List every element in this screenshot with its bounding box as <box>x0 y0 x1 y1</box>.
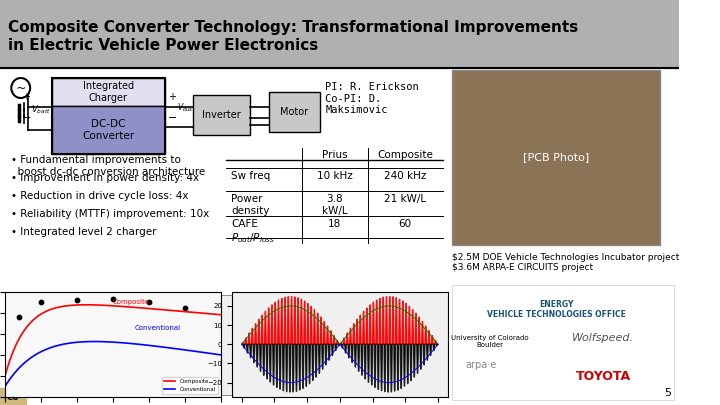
Conventional <box>42 347 51 352</box>
Composite <box>217 312 225 317</box>
Text: 3.8
kW/L: 3.8 kW/L <box>322 194 348 215</box>
Line: Conventional: Conventional <box>5 341 221 386</box>
Point <box>179 305 191 312</box>
Bar <box>0 388 27 405</box>
FancyBboxPatch shape <box>452 70 660 245</box>
Text: Wolfspeed.: Wolfspeed. <box>572 333 634 343</box>
Composite <box>81 303 90 307</box>
Conventional <box>208 351 217 356</box>
Composite <box>42 309 51 313</box>
FancyBboxPatch shape <box>52 106 165 154</box>
Composite <box>51 306 60 311</box>
Conventional <box>202 350 210 355</box>
FancyBboxPatch shape <box>217 295 420 395</box>
FancyBboxPatch shape <box>452 285 674 400</box>
Line: Composite: Composite <box>5 305 221 376</box>
Point <box>35 299 47 305</box>
Text: Composite: Composite <box>113 299 150 305</box>
Text: • Fundamental improvements to
  boost dc-dc conversion architecture: • Fundamental improvements to boost dc-d… <box>12 155 206 177</box>
Conventional <box>217 352 225 357</box>
Text: Sw freq: Sw freq <box>231 171 270 181</box>
Point <box>143 299 155 305</box>
Text: −: − <box>22 113 31 123</box>
Text: Prius: Prius <box>322 150 348 160</box>
Conventional <box>90 339 99 344</box>
Text: 5: 5 <box>664 388 671 398</box>
Text: 10 kHz: 10 kHz <box>317 171 353 181</box>
Text: CAFE
$P_{out}/P_{loss}$: CAFE $P_{out}/P_{loss}$ <box>231 219 275 245</box>
Composite <box>208 311 217 316</box>
FancyBboxPatch shape <box>193 95 250 135</box>
Bar <box>0 0 679 68</box>
Text: • Integrated level 2 charger: • Integrated level 2 charger <box>12 227 157 237</box>
Composite <box>132 305 140 310</box>
Legend: Composite, Conventional: Composite, Conventional <box>162 377 218 394</box>
Text: DC-DC
Converter: DC-DC Converter <box>82 119 135 141</box>
Text: ~: ~ <box>16 81 26 94</box>
Conventional <box>51 344 60 349</box>
Composite <box>1 373 9 378</box>
Text: 21 kW/L: 21 kW/L <box>384 194 426 204</box>
Text: PI: R. Erickson
Co-PI: D.
Maksimovic: PI: R. Erickson Co-PI: D. Maksimovic <box>325 82 419 115</box>
Point <box>71 297 83 303</box>
Text: CU: CU <box>6 392 19 401</box>
FancyBboxPatch shape <box>52 78 165 106</box>
Text: in Electric Vehicle Power Electronics: in Electric Vehicle Power Electronics <box>7 38 318 53</box>
Text: Conventional: Conventional <box>135 324 181 330</box>
Conventional <box>132 341 140 346</box>
Text: 60: 60 <box>399 219 412 229</box>
Text: $2.5M DOE Vehicle Technologies Incubator project
$3.6M ARPA-E CIRCUITS project: $2.5M DOE Vehicle Technologies Incubator… <box>452 253 680 273</box>
Text: • Reduction in drive cycle loss: 4x: • Reduction in drive cycle loss: 4x <box>12 191 189 201</box>
Text: Integrated
Charger: Integrated Charger <box>83 81 134 103</box>
FancyBboxPatch shape <box>269 92 320 132</box>
Text: Inverter: Inverter <box>202 110 241 120</box>
Text: $V_{bus}$: $V_{bus}$ <box>177 102 194 114</box>
Text: Power
density: Power density <box>231 194 269 215</box>
Text: ENERGY
VEHICLE TECHNOLOGIES OFFICE: ENERGY VEHICLE TECHNOLOGIES OFFICE <box>487 300 626 320</box>
Text: arpa·e: arpa·e <box>465 360 496 370</box>
Text: Composite Converter Technology: Transformational Improvements: Composite Converter Technology: Transfor… <box>7 20 577 35</box>
Text: Composite: Composite <box>377 150 433 160</box>
Text: Motor: Motor <box>281 107 309 117</box>
Conventional <box>1 384 9 389</box>
Text: +: + <box>168 92 176 102</box>
Text: TOYOTA: TOYOTA <box>576 370 631 383</box>
Text: • Improvement in power density: 4x: • Improvement in power density: 4x <box>12 173 199 183</box>
Text: +: + <box>22 92 30 102</box>
Text: [PCB Photo]: [PCB Photo] <box>523 152 589 162</box>
Text: University of Colorado
Boulder: University of Colorado Boulder <box>451 335 529 348</box>
Text: 240 kHz: 240 kHz <box>384 171 426 181</box>
FancyBboxPatch shape <box>5 295 207 395</box>
Text: • Reliability (MTTF) improvement: 10x: • Reliability (MTTF) improvement: 10x <box>12 209 210 219</box>
Composite <box>114 304 123 309</box>
Conventional <box>114 340 123 345</box>
Point <box>14 313 25 320</box>
Point <box>107 296 119 302</box>
Text: −: − <box>168 113 177 123</box>
Text: 18: 18 <box>328 219 341 229</box>
Composite <box>202 311 210 316</box>
Text: $V_{batt}$: $V_{batt}$ <box>31 104 51 116</box>
